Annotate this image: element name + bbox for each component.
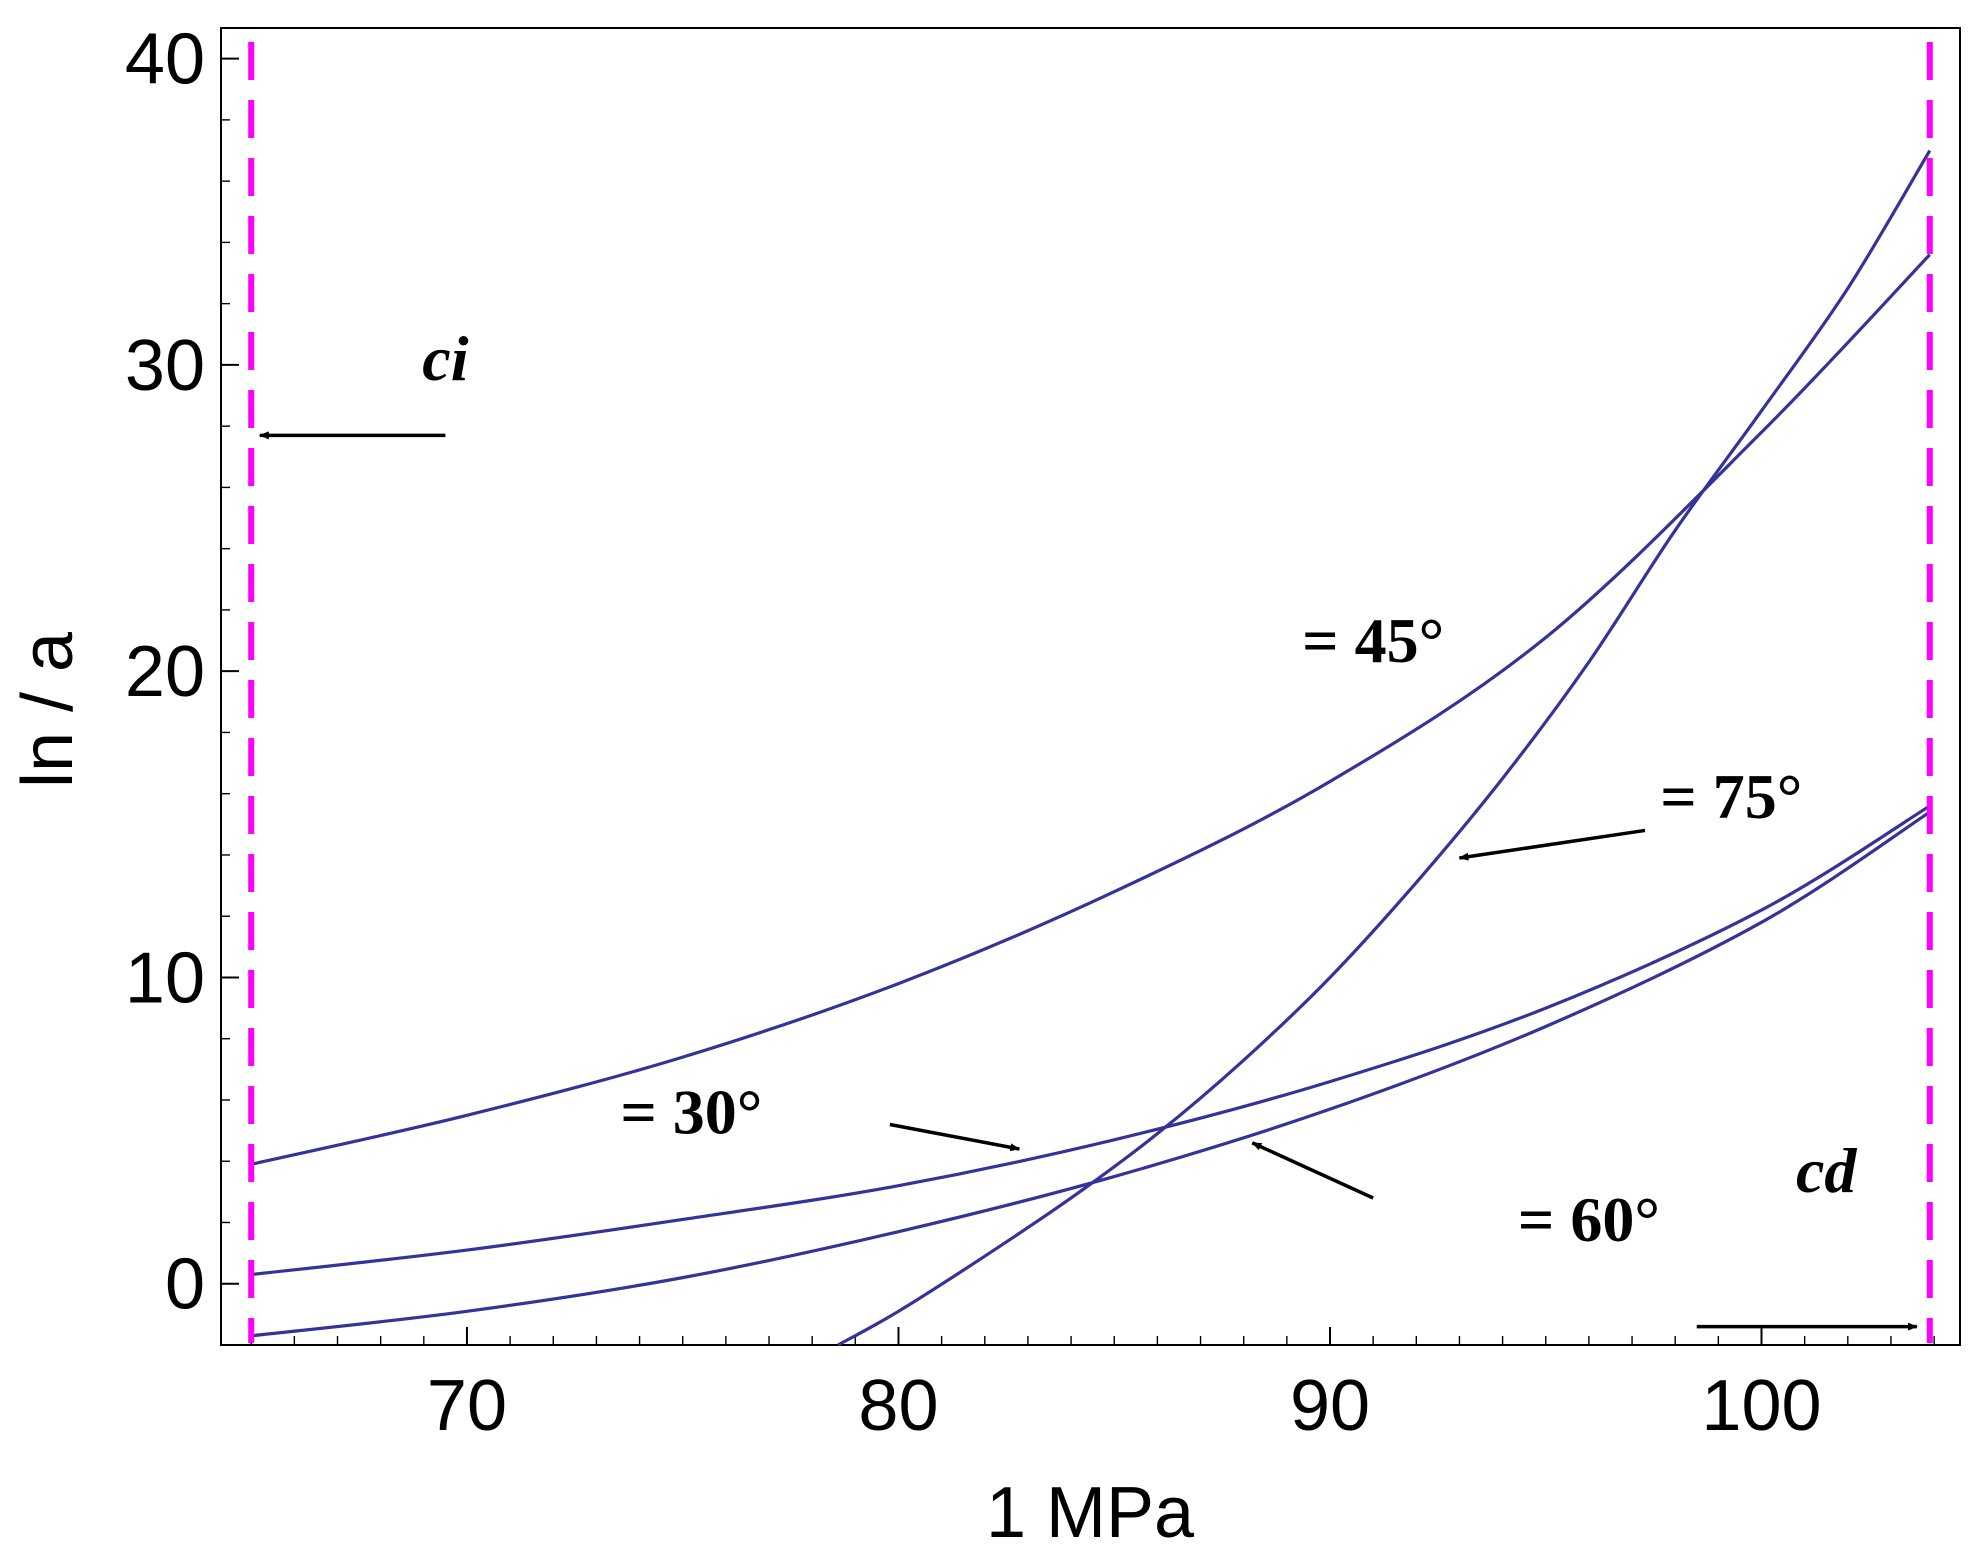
annotation-arrow <box>1251 1141 1374 1200</box>
y-axis-title: ln / a <box>8 631 88 788</box>
y-tick-label: 40 <box>125 20 205 100</box>
y-tick-label: 10 <box>125 938 205 1018</box>
annotation-label: = 75° <box>1660 761 1802 832</box>
annotation-label: cd <box>1796 1135 1857 1206</box>
annotation-layer: ci cd = 45° = 75° = 30° = 60° <box>258 323 1918 1331</box>
annotation-label: ci <box>422 323 468 394</box>
y-tick-label: 20 <box>125 632 205 712</box>
x-tick-label: 90 <box>1290 1366 1370 1446</box>
annotation-arrow <box>889 1122 1021 1152</box>
plot-frame <box>220 27 1961 1346</box>
annotation-label: = 60° <box>1518 1184 1660 1255</box>
series-line <box>837 149 1932 1347</box>
vline-layer <box>248 42 1933 1343</box>
tick-labels: 70 80 90 100 0 10 20 30 40 <box>125 20 1822 1446</box>
y-tick-label: 30 <box>125 326 205 406</box>
series-line <box>250 253 1931 1166</box>
annotation-label: = 30° <box>620 1077 762 1148</box>
x-tick-label: 100 <box>1701 1366 1821 1446</box>
annotation-arrow <box>1458 828 1646 861</box>
series-line <box>251 804 1931 1277</box>
x-axis-title: 1 MPa <box>986 1473 1195 1553</box>
y-tick-label: 0 <box>165 1245 205 1325</box>
major-ticks <box>221 57 1763 1345</box>
series-layer <box>250 149 1932 1347</box>
x-tick-label: 80 <box>858 1366 938 1446</box>
series-line <box>251 810 1931 1338</box>
x-tick-label: 70 <box>427 1366 507 1446</box>
minor-ticks <box>221 119 1935 1346</box>
annotation-label: = 45° <box>1302 605 1444 676</box>
